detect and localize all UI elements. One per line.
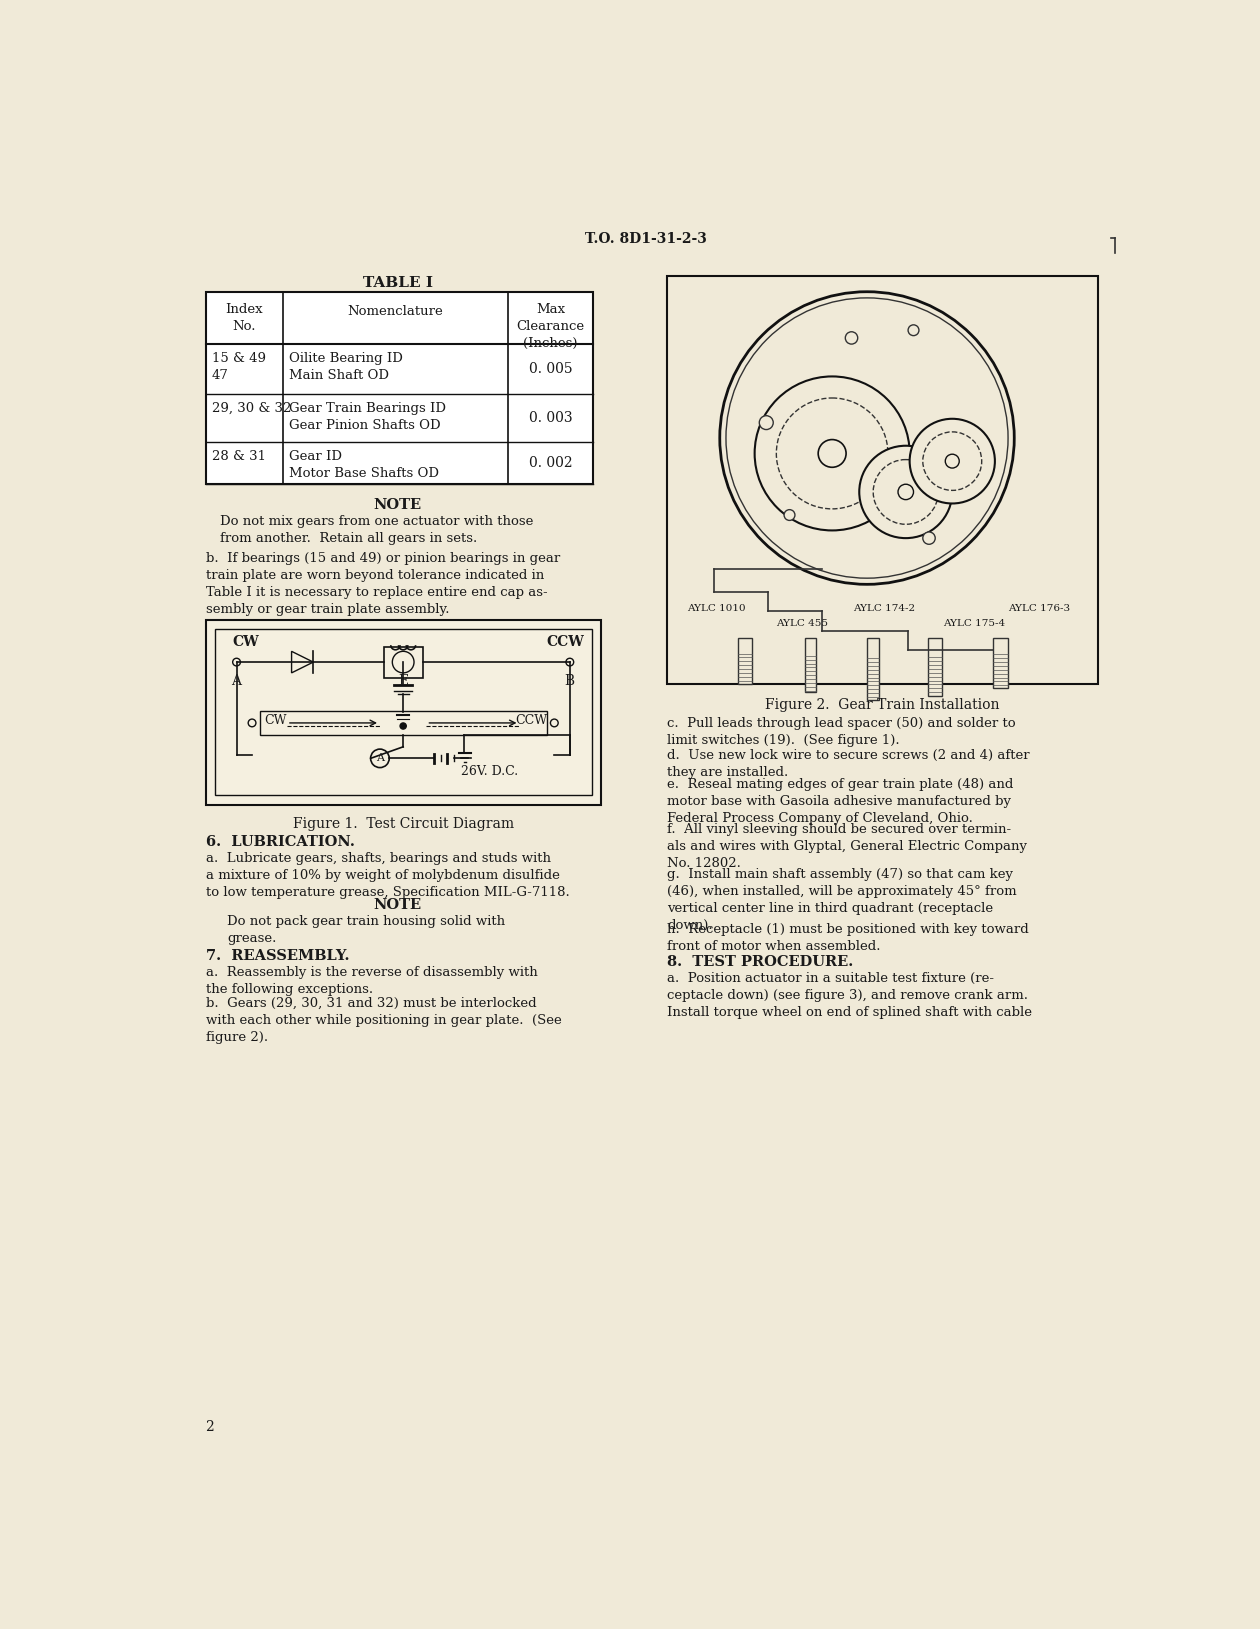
Text: AYLC 174-2: AYLC 174-2 [853, 604, 916, 613]
Circle shape [726, 298, 1008, 578]
Bar [260, 710, 547, 735]
Text: CW: CW [265, 714, 286, 727]
Text: a.  Lubricate gears, shafts, bearings and studs with
a mixture of 10% by weight : a. Lubricate gears, shafts, bearings and… [205, 852, 570, 899]
Text: A: A [232, 674, 242, 689]
Text: 29, 30 & 32: 29, 30 & 32 [212, 402, 291, 415]
Text: 2: 2 [205, 1420, 214, 1434]
Text: g.  Install main shaft assembly (47) so that cam key
(46), when installed, will : g. Install main shaft assembly (47) so t… [668, 868, 1017, 932]
Text: Figure 2.  Gear Train Installation: Figure 2. Gear Train Installation [765, 699, 999, 712]
Text: Gear Train Bearings ID
Gear Pinion Shafts OD: Gear Train Bearings ID Gear Pinion Shaft… [290, 402, 446, 432]
Text: E: E [398, 674, 408, 689]
Polygon shape [291, 652, 314, 673]
Text: CCW: CCW [515, 714, 547, 727]
Text: 7.  REASSEMBLY.: 7. REASSEMBLY. [205, 950, 349, 963]
Text: 0. 002: 0. 002 [529, 456, 572, 471]
Text: a.  Position actuator in a suitable test fixture (re-
ceptacle down) (see figure: a. Position actuator in a suitable test … [668, 973, 1032, 1020]
Circle shape [233, 658, 241, 666]
Circle shape [551, 718, 558, 727]
Bar [805, 639, 816, 692]
Text: AYLC 1010: AYLC 1010 [687, 604, 746, 613]
Circle shape [566, 658, 573, 666]
Text: Figure 1.  Test Circuit Diagram: Figure 1. Test Circuit Diagram [292, 816, 514, 831]
Text: 6.  LUBRICATION.: 6. LUBRICATION. [205, 836, 354, 849]
Text: d.  Use new lock wire to secure screws (2 and 4) after
they are installed.: d. Use new lock wire to secure screws (2… [668, 749, 1031, 779]
Circle shape [910, 419, 995, 503]
Circle shape [719, 292, 1014, 585]
Bar [384, 647, 422, 678]
Text: e.  Reseal mating edges of gear train plate (48) and
motor base with Gasoila adh: e. Reseal mating edges of gear train pla… [668, 779, 1014, 826]
Bar [867, 639, 879, 700]
Text: B: B [564, 674, 575, 689]
Text: AYLC 175-4: AYLC 175-4 [942, 619, 1004, 629]
Text: AYLC 176-3: AYLC 176-3 [1008, 604, 1071, 613]
Text: 0. 005: 0. 005 [529, 362, 572, 376]
Circle shape [922, 533, 935, 544]
Text: 8.  TEST PROCEDURE.: 8. TEST PROCEDURE. [668, 956, 854, 969]
Circle shape [859, 446, 953, 538]
Bar [205, 292, 593, 484]
Text: 26V. D.C.: 26V. D.C. [461, 764, 518, 777]
Text: Do not mix gears from one actuator with those
from another.  Retain all gears in: Do not mix gears from one actuator with … [219, 515, 533, 546]
Circle shape [818, 440, 845, 468]
Text: h.  Receptacle (1) must be positioned with key toward
front of motor when assemb: h. Receptacle (1) must be positioned wit… [668, 924, 1029, 953]
Circle shape [401, 723, 406, 730]
Text: A: A [375, 753, 384, 764]
Text: CCW: CCW [547, 635, 585, 648]
Text: 0. 003: 0. 003 [529, 411, 572, 425]
Circle shape [567, 660, 573, 665]
Text: Oilite Bearing ID
Main Shaft OD: Oilite Bearing ID Main Shaft OD [290, 352, 403, 381]
Text: Nomenclature: Nomenclature [348, 305, 444, 318]
Bar [215, 629, 591, 795]
Text: c.  Pull leads through lead spacer (50) and solder to
limit switches (19).  (See: c. Pull leads through lead spacer (50) a… [668, 717, 1016, 746]
Text: Do not pack gear train housing solid with
grease.: Do not pack gear train housing solid wit… [227, 915, 505, 945]
Text: NOTE: NOTE [374, 899, 422, 912]
Bar [205, 619, 601, 805]
Circle shape [784, 510, 795, 520]
Text: T.O. 8D1-31-2-3: T.O. 8D1-31-2-3 [585, 233, 707, 246]
Circle shape [760, 415, 774, 430]
Text: f.  All vinyl sleeving should be secured over termin-
als and wires with Glyptal: f. All vinyl sleeving should be secured … [668, 823, 1027, 870]
Text: 28 & 31: 28 & 31 [212, 450, 266, 463]
Text: Max
Clearance
(Inches): Max Clearance (Inches) [517, 303, 585, 350]
Circle shape [392, 652, 415, 673]
Circle shape [908, 324, 919, 336]
Circle shape [898, 484, 914, 500]
Circle shape [370, 749, 389, 767]
Bar [668, 277, 1097, 684]
Bar [927, 639, 941, 696]
Circle shape [873, 459, 939, 525]
Circle shape [755, 376, 910, 531]
Circle shape [233, 660, 239, 665]
Text: b.  Gears (29, 30, 31 and 32) must be interlocked
with each other while position: b. Gears (29, 30, 31 and 32) must be int… [205, 997, 561, 1044]
Circle shape [945, 454, 959, 468]
Text: b.  If bearings (15 and 49) or pinion bearings in gear
train plate are worn beyo: b. If bearings (15 and 49) or pinion bea… [205, 552, 559, 616]
Bar [738, 639, 752, 684]
Circle shape [845, 332, 858, 344]
Text: NOTE: NOTE [374, 498, 422, 512]
Text: CW: CW [233, 635, 260, 648]
Circle shape [776, 397, 888, 508]
Text: Index
No.: Index No. [226, 303, 263, 332]
Text: 15 & 49
47: 15 & 49 47 [212, 352, 266, 381]
Text: a.  Reassembly is the reverse of disassembly with
the following exceptions.: a. Reassembly is the reverse of disassem… [205, 966, 537, 997]
Text: Gear ID
Motor Base Shafts OD: Gear ID Motor Base Shafts OD [290, 450, 440, 479]
Text: AYLC 455: AYLC 455 [776, 619, 828, 629]
Circle shape [922, 432, 982, 490]
Text: TABLE I: TABLE I [363, 277, 432, 290]
Bar [993, 639, 1008, 689]
Circle shape [248, 718, 256, 727]
